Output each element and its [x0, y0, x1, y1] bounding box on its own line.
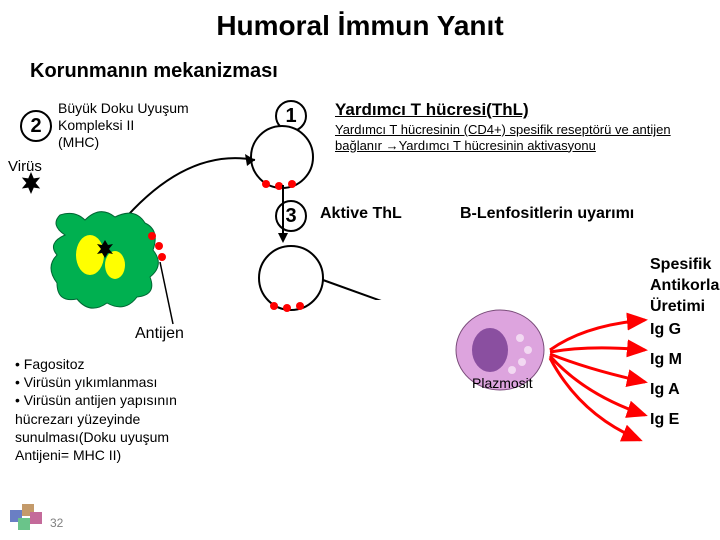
arrow-1-to-3 [276, 185, 290, 245]
antibody-heading: Spesifik Antikorların Üretimi [650, 255, 720, 317]
antibody-arrows [545, 300, 665, 450]
step-2-marker: 2 [20, 110, 52, 142]
b-lymph-label: B-Lenfositlerin uyarımı [460, 205, 634, 223]
page-title: Humoral İmmun Yanıt [0, 10, 720, 42]
igE: Ig E [650, 410, 679, 431]
active-thl-label: Aktive ThL [320, 205, 402, 223]
antigen-label: Antijen [135, 325, 184, 343]
mhc-label: Büyük Doku Uyuşum Kompleksi II (MHC) [58, 100, 208, 150]
igA: Ig A [650, 380, 680, 401]
plasmocyte-label: Plazmosit [472, 375, 533, 391]
mac-antigen-dot-2 [155, 242, 163, 250]
th-cell-active [258, 245, 324, 311]
igG: Ig G [650, 320, 681, 341]
mac-antigen-dot-3 [158, 253, 166, 261]
antigen-dot-2c [296, 302, 304, 310]
antigen-dot-2b [283, 304, 291, 312]
virus-particle [20, 172, 42, 194]
antigen-pointer [155, 262, 185, 327]
mac-antigen-dot-1 [148, 232, 156, 240]
slide-number: 32 [50, 516, 63, 530]
subtitle: Korunmanın mekanizması [30, 60, 278, 83]
bullets: • Fagositoz • Virüsün yıkımlanması • Vir… [15, 355, 245, 464]
th-title: Yardımcı T hücresi(ThL) [335, 100, 529, 120]
arrow-to-plasmocyte [323, 270, 463, 300]
igM: Ig M [650, 350, 682, 371]
th-desc: Yardımcı T hücresinin (CD4+) spesifik re… [335, 122, 715, 153]
logo-placeholder [8, 502, 48, 532]
antigen-dot-2a [270, 302, 278, 310]
macrophage [45, 205, 165, 315]
